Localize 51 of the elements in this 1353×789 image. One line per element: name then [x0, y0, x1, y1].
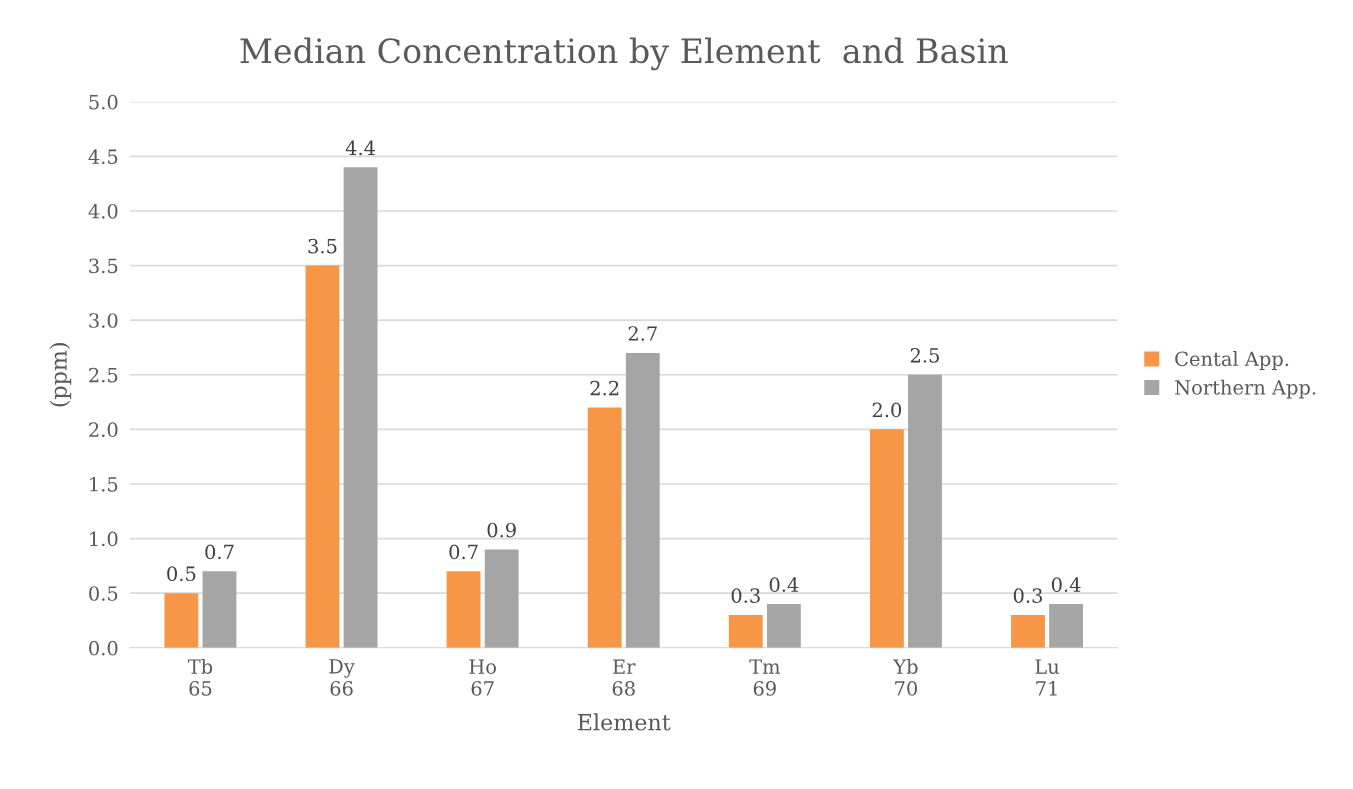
bar: [164, 593, 199, 648]
bar: [1011, 615, 1045, 648]
data-label: 3.5: [308, 238, 337, 254]
bar: [305, 265, 340, 648]
bar: [587, 407, 622, 648]
y-tick-label: 3.5: [89, 258, 118, 274]
data-label: 0.3: [1013, 588, 1042, 603]
data-label: 2.7: [628, 326, 657, 341]
data-label: 4.4: [345, 140, 376, 156]
bar: [869, 429, 904, 648]
bar: [446, 571, 481, 648]
data-label: 0.7: [205, 544, 234, 560]
y-tick-label: 5.0: [89, 94, 118, 110]
data-label: 0.4: [769, 577, 799, 592]
x-tick-label: Lu 71: [1035, 659, 1060, 696]
y-tick-label: 2.5: [89, 367, 118, 383]
y-tick-label: 0.5: [89, 586, 118, 601]
x-tick-label: Tb 65: [187, 658, 213, 696]
y-tick-label: 3.0: [89, 313, 118, 328]
data-label: 2.5: [910, 347, 939, 363]
bar: [343, 167, 378, 648]
chart-title: Median Concentration by Element and Basin: [240, 37, 1008, 71]
y-tick-label: 4.0: [88, 203, 118, 219]
y-axis-title: (ppm): [49, 343, 72, 407]
data-label: 2.2: [590, 380, 619, 396]
x-tick-label: Yb 70: [893, 658, 918, 696]
legend-label: Northern App.: [1175, 379, 1316, 399]
data-label: 0.9: [487, 522, 516, 538]
x-axis-title: Element: [577, 713, 671, 731]
x-tick-label: Dy 66: [329, 659, 355, 696]
bar: [908, 374, 942, 648]
bar: [766, 604, 801, 648]
y-tick-label: 2.0: [89, 422, 118, 438]
data-label: 0.4: [1051, 577, 1081, 592]
y-tick-label: 0.0: [89, 640, 118, 656]
bar: [1049, 604, 1084, 648]
x-tick-label: Er 68: [612, 659, 636, 696]
data-label: 0.3: [731, 588, 760, 603]
x-tick-label: Ho 67: [469, 659, 496, 696]
data-label: 0.5: [167, 566, 196, 582]
y-tick-label: 1.0: [90, 531, 118, 547]
y-tick-label: 4.5: [88, 149, 118, 165]
x-tick-label: Tm 69: [749, 659, 780, 696]
data-label: 2.0: [872, 402, 902, 418]
y-tick-label: 1.5: [90, 476, 118, 492]
bar: [484, 549, 519, 648]
bar: [728, 615, 763, 648]
bar: [625, 352, 660, 648]
bar: [202, 571, 237, 648]
legend-label: Cental App.: [1175, 351, 1289, 370]
data-label: 0.7: [449, 544, 478, 560]
